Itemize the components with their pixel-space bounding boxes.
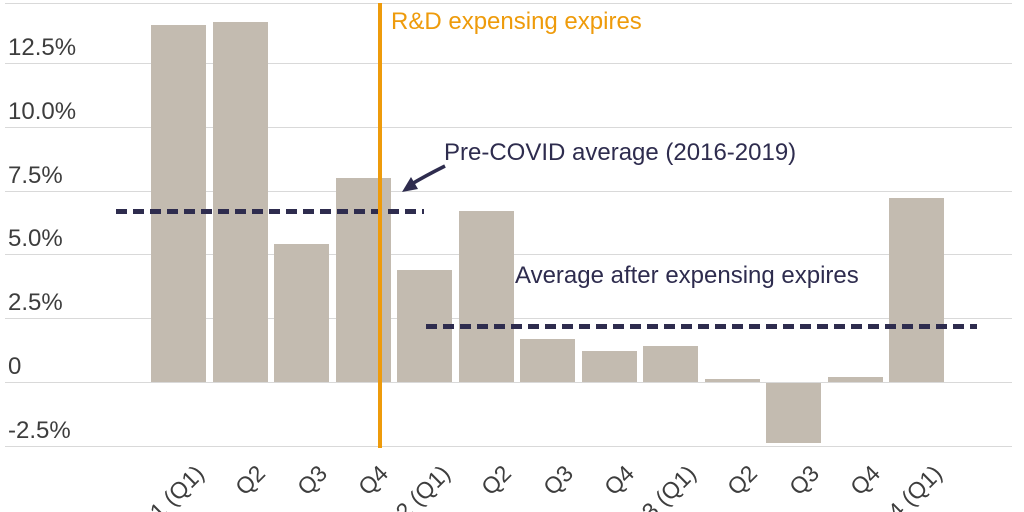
gridline xyxy=(5,63,1012,64)
y-tick-label: -2.5% xyxy=(8,417,71,444)
x-tick-label: Q3 xyxy=(783,460,824,501)
event-vertical-line xyxy=(378,3,382,448)
bar xyxy=(889,198,944,382)
y-tick-label: 0 xyxy=(8,353,22,380)
x-tick-label: 2021 (Q1) xyxy=(117,460,209,512)
y-tick-label: 5.0% xyxy=(8,225,63,252)
bar xyxy=(151,24,206,382)
average-reference-line xyxy=(426,324,977,329)
annotation-arrow-icon xyxy=(402,164,446,192)
bar xyxy=(212,22,268,382)
gridline xyxy=(5,446,1012,447)
average-reference-line xyxy=(116,209,424,214)
pre-covid-average-label: Pre-COVID average (2016-2019) xyxy=(444,139,797,166)
gridline xyxy=(5,382,1012,383)
bar xyxy=(827,376,883,382)
x-tick-label: Q2 xyxy=(722,460,763,501)
event-line-label: R&D expensing expires xyxy=(391,8,642,35)
bar xyxy=(581,351,637,382)
x-tick-label: Q4 xyxy=(599,460,640,501)
x-tick-label: Q3 xyxy=(537,460,578,501)
bar xyxy=(704,379,760,382)
x-tick-label: Q4 xyxy=(845,460,886,501)
y-tick-label: 12.5% xyxy=(8,34,77,61)
x-tick-label: Q3 xyxy=(291,460,332,501)
bar xyxy=(766,382,821,444)
gridline xyxy=(5,127,1012,128)
y-tick-label: 2.5% xyxy=(8,289,63,316)
x-tick-label: Q2 xyxy=(476,460,517,501)
x-tick-label: Q2 xyxy=(230,460,271,501)
x-tick-label: Q4 xyxy=(353,460,394,501)
bar xyxy=(520,338,575,382)
plot-top-border xyxy=(5,3,1012,4)
bar xyxy=(274,244,329,382)
after-expiry-average-label: Average after expensing expires xyxy=(515,262,859,289)
bar xyxy=(643,346,698,382)
y-tick-label: 7.5% xyxy=(8,162,63,189)
bar xyxy=(458,211,514,382)
y-tick-label: 10.0% xyxy=(8,98,77,125)
gridline xyxy=(5,191,1012,192)
